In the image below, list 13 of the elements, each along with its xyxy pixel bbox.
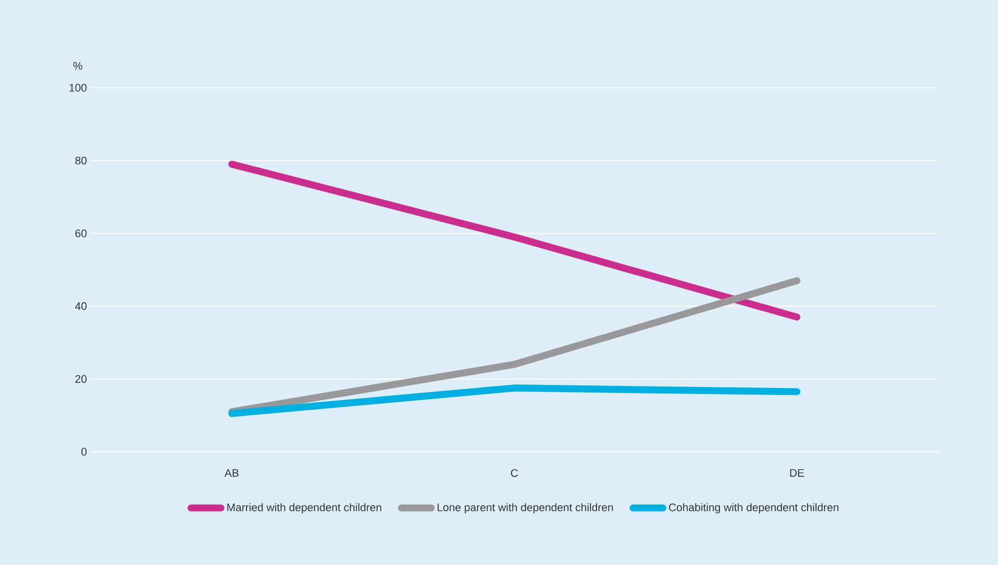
y-axis-title: % xyxy=(73,62,82,70)
y-tick-label: 100 xyxy=(70,84,87,92)
y-tick-label: 80 xyxy=(75,156,87,164)
legend-label: Lone parent with dependent children xyxy=(438,503,613,514)
legend-label: Married with dependent children xyxy=(227,503,382,514)
y-tick-label: 20 xyxy=(75,374,87,383)
x-tick-label: C xyxy=(510,469,518,477)
y-tick-label: 0 xyxy=(81,448,87,456)
y-tick-label: 40 xyxy=(75,302,87,310)
x-tick-label: DE xyxy=(790,469,804,477)
legend-label: Cohabiting with dependent children xyxy=(668,503,838,514)
y-tick-label: 60 xyxy=(75,229,87,238)
x-tick-label: AB xyxy=(224,469,239,477)
